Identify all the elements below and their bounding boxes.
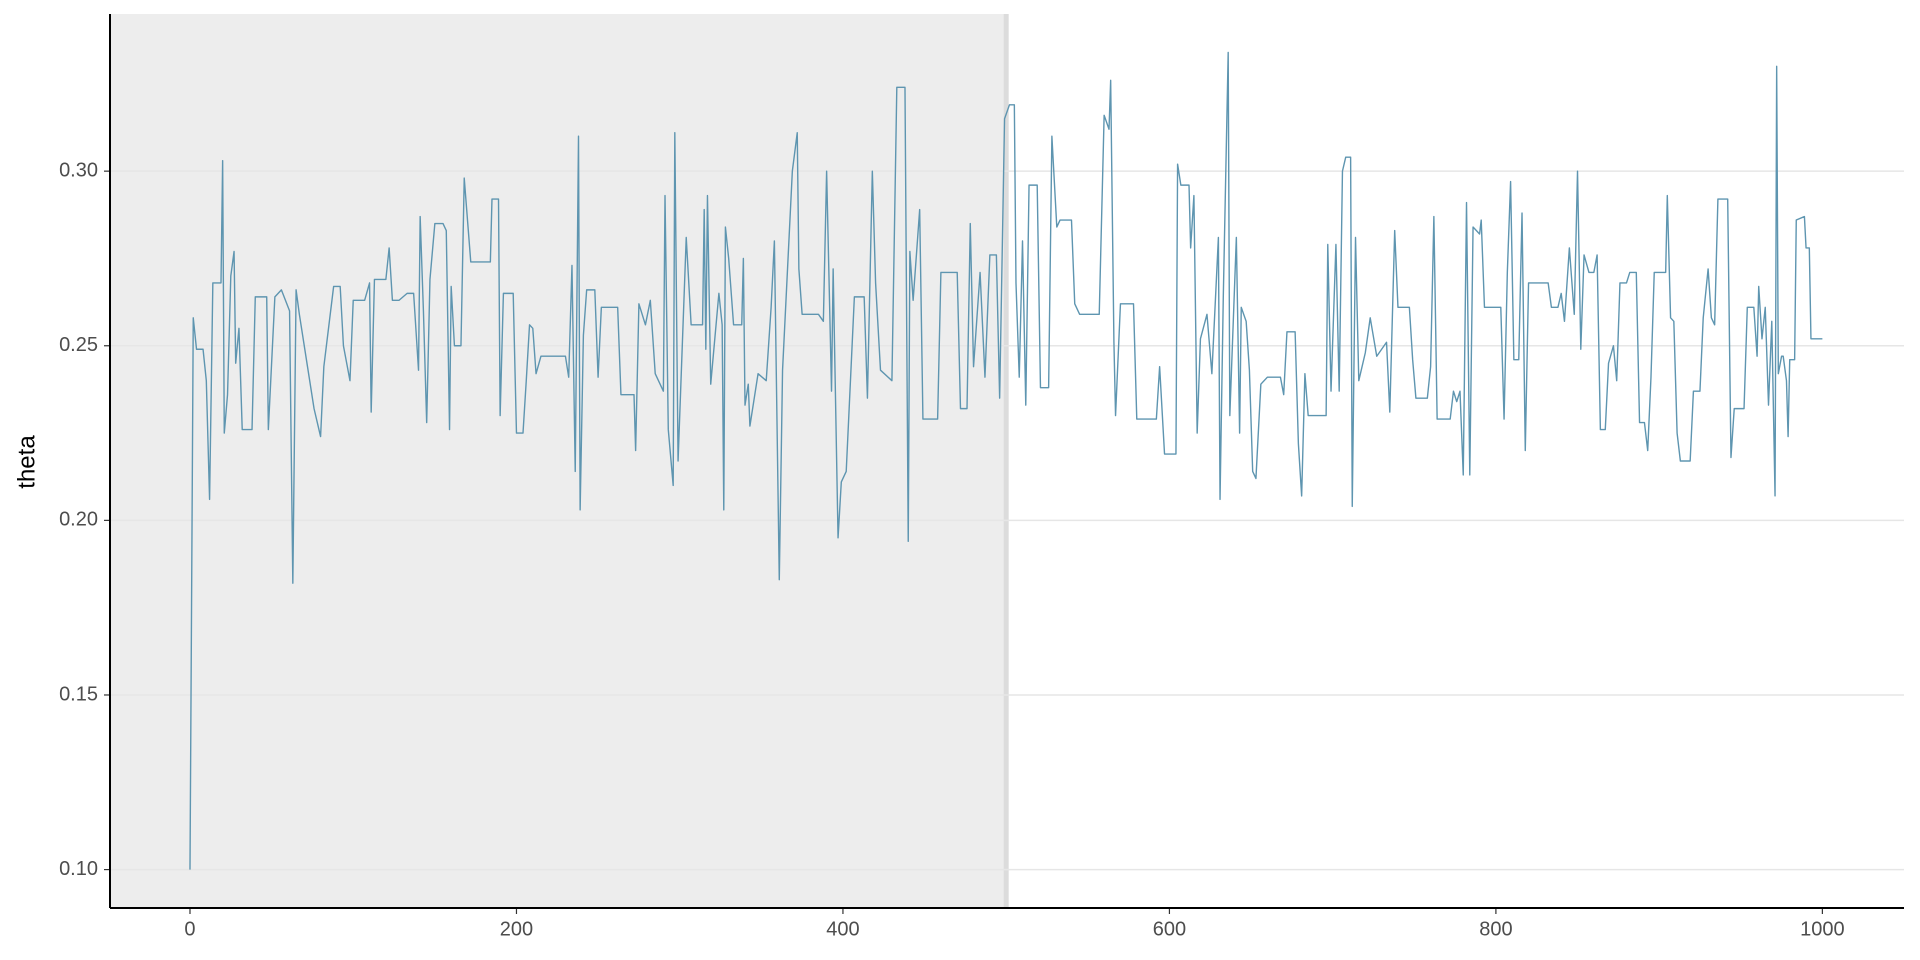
x-tick-label: 400 <box>826 918 859 940</box>
x-tick-label: 0 <box>184 918 195 940</box>
x-tick-label: 1000 <box>1800 918 1845 940</box>
y-tick-label: 0.25 <box>59 334 98 356</box>
y-tick-label: 0.30 <box>59 159 98 181</box>
x-tick-label: 200 <box>500 918 533 940</box>
warmup-region <box>110 14 1007 908</box>
y-tick-label: 0.15 <box>59 683 98 705</box>
y-axis-title: theta <box>13 435 40 489</box>
y-tick-label: 0.20 <box>59 509 98 531</box>
trace-line <box>189 51 1823 870</box>
x-tick-label: 600 <box>1153 918 1186 940</box>
x-tick-label: 800 <box>1479 918 1512 940</box>
y-tick-label: 0.10 <box>59 858 98 880</box>
